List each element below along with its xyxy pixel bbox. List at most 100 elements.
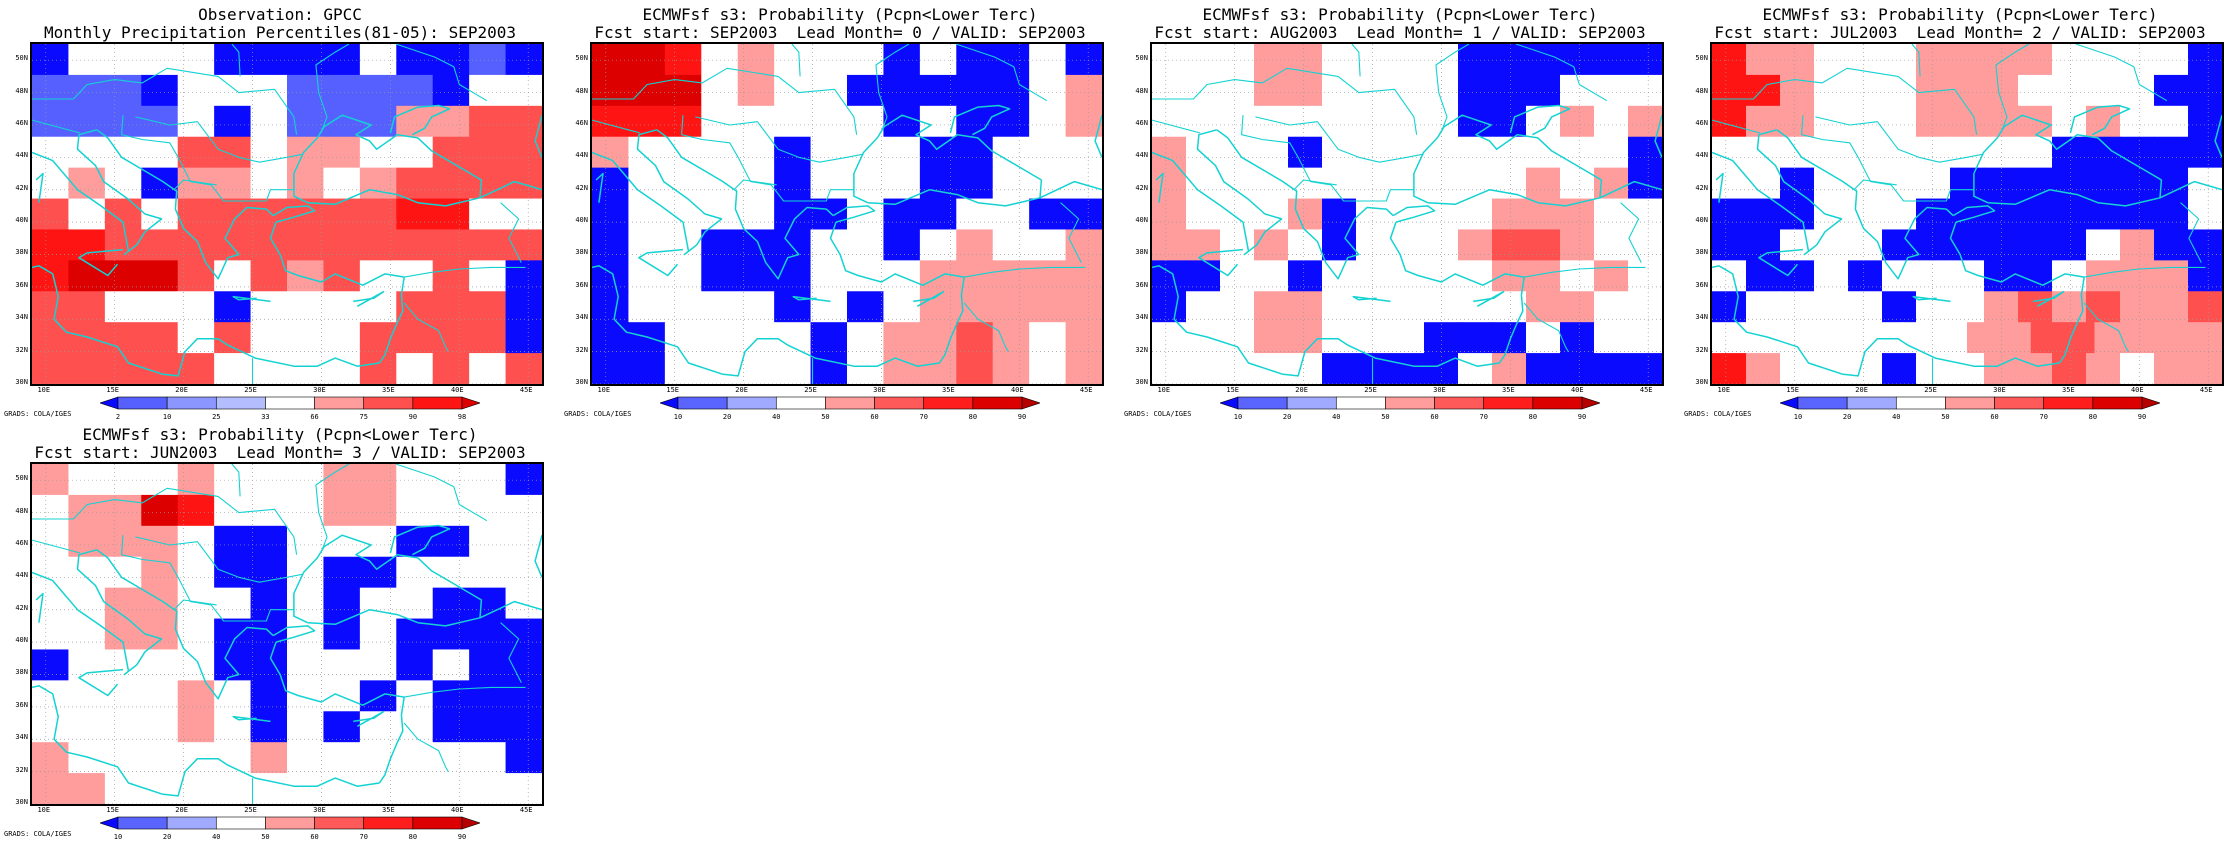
cell-neutral <box>323 525 361 558</box>
lat-tick-label: 38N <box>15 248 28 257</box>
colorbar-tick-label: 40 <box>772 413 781 421</box>
map-canvas <box>32 464 542 804</box>
cell-above <box>1288 322 1323 354</box>
colorbar-swatch <box>314 396 365 410</box>
colorbar <box>660 396 1040 410</box>
lat-tick-label: 38N <box>15 668 28 677</box>
cell-neutral <box>1186 136 1221 169</box>
cell-high <box>505 136 542 169</box>
cell-above <box>323 464 361 496</box>
cell-very-high <box>68 229 106 261</box>
cell-low <box>919 74 957 107</box>
cell-low <box>505 464 542 496</box>
cell-above <box>956 229 994 261</box>
cell-high <box>32 322 70 354</box>
cell-high <box>32 198 70 231</box>
cell-neutral <box>2120 44 2155 76</box>
cell-low <box>432 74 470 107</box>
cell-low <box>737 229 775 261</box>
colorbar-swatch <box>166 396 217 410</box>
map-canvas <box>1152 44 1662 384</box>
cell-neutral <box>177 556 215 589</box>
cell-above <box>250 742 288 774</box>
lat-tick-label: 44N <box>15 151 28 160</box>
lat-tick-label: 34N <box>15 313 28 322</box>
cell-neutral <box>701 44 739 76</box>
cell-above <box>2158 322 2191 354</box>
cell-neutral <box>2052 44 2087 76</box>
cell-low <box>1356 353 1391 384</box>
cell-neutral <box>287 649 325 681</box>
cell-extreme <box>68 260 106 292</box>
cell-low <box>2154 167 2189 200</box>
lat-tick-label: 32N <box>1135 345 1148 354</box>
cell-low <box>250 618 288 651</box>
cell-above <box>68 167 106 200</box>
cell-neutral <box>810 229 848 261</box>
lat-tick-label: 42N <box>15 603 28 612</box>
cell-neutral <box>359 525 397 558</box>
colorbar-tick-label: 98 <box>457 413 467 421</box>
cell-neutral <box>1814 291 1849 323</box>
lat-tick-label: 32N <box>575 345 588 354</box>
colorbar-swatch <box>1483 396 1534 410</box>
cell-above <box>214 167 252 200</box>
cell-above <box>1526 291 1561 323</box>
colorbar-swatch <box>215 816 266 830</box>
cell-neutral <box>505 74 542 107</box>
cell-neutral <box>1594 198 1629 231</box>
cell-neutral <box>737 322 775 354</box>
cell-neutral <box>323 773 361 804</box>
cell-neutral <box>68 556 106 589</box>
cell-above <box>1560 229 1595 261</box>
cell-high <box>104 353 142 384</box>
colorbar-tick-label: 80 <box>2088 413 2098 421</box>
cell-neutral <box>214 711 252 743</box>
cell-neutral <box>1458 136 1493 169</box>
cell-neutral <box>505 773 542 804</box>
grads-credit: GRADS: COLA/IGES <box>1124 410 1192 418</box>
cell-low <box>432 525 470 558</box>
lon-tick-label: 15E <box>106 386 120 394</box>
cell-neutral <box>1746 136 1781 169</box>
cell-neutral <box>177 291 215 323</box>
cell-neutral <box>664 322 702 354</box>
lat-tick-label: 50N <box>1695 54 1708 63</box>
map-panel-lead2: ECMWFsf s3: Probability (Pcpn<Lower Terc… <box>1680 0 2240 421</box>
cell-neutral <box>505 198 542 231</box>
cell-above <box>32 773 70 804</box>
cell-low <box>1288 136 1323 169</box>
colorbar-tick-label: 40 <box>1892 413 1901 421</box>
colorbar-swatch <box>412 396 463 410</box>
cell-low <box>847 291 885 323</box>
lat-tick-label: 44N <box>575 151 588 160</box>
cell-low <box>469 618 507 651</box>
cell-low <box>432 587 470 620</box>
cell-neutral <box>847 322 885 354</box>
cell-low <box>2188 105 2222 138</box>
colorbar <box>100 816 480 830</box>
lon-tick-label: 45E <box>2199 386 2213 394</box>
colorbar-tick-label: 60 <box>310 833 319 841</box>
cell-neutral <box>32 136 70 169</box>
cell-low <box>32 649 70 681</box>
lat-tick-label: 48N <box>15 506 28 515</box>
cell-above <box>2188 353 2222 384</box>
colorbar-swatch <box>1994 396 2045 410</box>
cell-very-high <box>1712 44 1747 76</box>
cell-low <box>992 105 1030 138</box>
cell-neutral <box>1220 291 1255 323</box>
cell-neutral <box>701 105 739 138</box>
colorbar-tick-label: 66 <box>310 413 319 421</box>
colorbar <box>1220 396 1600 410</box>
cell-neutral <box>1814 136 1849 169</box>
cell-low <box>359 556 397 589</box>
cell-low <box>2154 74 2189 107</box>
cell-below <box>469 44 507 76</box>
cell-neutral <box>68 618 106 651</box>
cell-neutral <box>177 649 215 681</box>
cell-neutral <box>1322 44 1357 76</box>
graticule <box>592 44 1102 384</box>
cell-low <box>592 291 630 323</box>
cell-neutral <box>2154 105 2189 138</box>
